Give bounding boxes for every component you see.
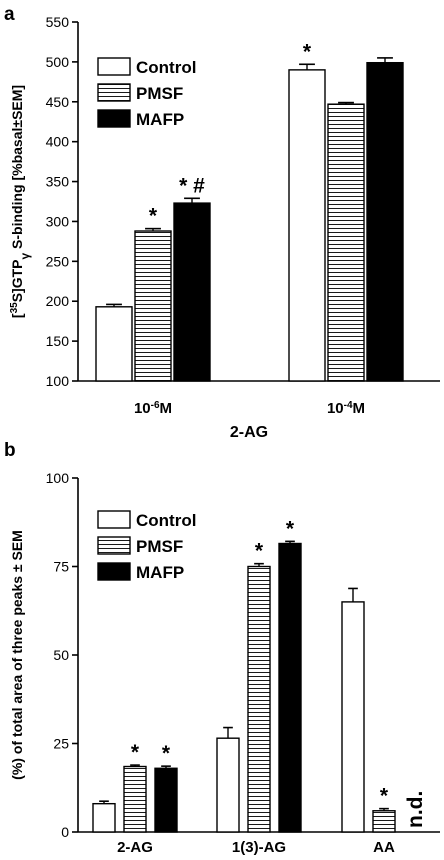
chart-panel-a: a 100 150 200 250 300 350 400 450 500 550 [35S]GTPγ… [4,4,440,441]
legend-swatch [97,83,131,102]
y-axis-label: [35S]GTPγ S-binding [%basal±SEM] [9,85,33,318]
y-tick-label: 350 [46,174,70,190]
significance-marker: * # [179,174,205,197]
legend-label: PMSF [136,84,183,103]
legend-swatch [97,562,131,581]
legend-swatch [97,109,131,128]
legend-swatch [97,510,131,529]
bar [366,61,404,382]
y-tick-label: 150 [46,333,70,349]
bar [216,737,240,833]
significance-marker: * [131,741,140,764]
chart-panel-b: b 0 25 50 75 100 (%) of total area of three pe… [4,440,440,856]
legend-swatch [97,536,131,555]
bar [372,810,396,833]
panel-letter: a [4,4,15,25]
y-tick-label: 550 [46,14,70,30]
significance-marker: * [286,517,295,540]
category-label: 1(3)-AG [232,839,286,856]
bar [278,542,302,833]
y-tick-label: 50 [53,647,69,663]
bar [95,306,133,382]
y-tick-label: 300 [46,213,70,229]
bar [92,802,116,833]
significance-marker: * [149,205,158,228]
y-tick-label: 500 [46,54,70,70]
legend-label: Control [136,511,196,530]
bar [134,230,172,382]
bar [247,565,271,833]
significance-marker: * [162,742,171,765]
x-axis-label: 2-AG [230,424,268,441]
y-tick-label: 25 [53,736,69,752]
bar [327,103,365,382]
category-label: 10-6M [134,400,172,418]
bar [341,601,365,833]
bar [123,765,147,833]
bar [154,767,178,833]
y-tick-label: 400 [46,134,70,150]
significance-marker: * [255,540,264,563]
y-tick-label: 250 [46,253,70,269]
panel-letter: b [4,440,16,461]
legend-label: Control [136,58,196,77]
not-detected-label: n.d. [404,791,427,828]
y-tick-label: 200 [46,293,70,309]
y-tick-label: 0 [61,824,69,840]
y-tick-label: 75 [53,559,69,575]
significance-marker: * [380,785,389,808]
y-tick-label: 100 [46,373,70,389]
legend-label: MAFP [136,110,184,129]
category-label: 2-AG [117,839,153,856]
category-label: AA [373,839,395,856]
legend-label: PMSF [136,537,183,556]
legend-swatch [97,57,131,76]
significance-marker: * [303,40,312,63]
legend-label: MAFP [136,563,184,582]
bar [173,202,211,382]
bar [288,69,326,382]
category-label: 10-4M [327,400,365,418]
y-tick-label: 100 [46,470,70,486]
y-tick-label: 450 [46,94,70,110]
y-axis-label: (%) of total area of three peaks ± SEM [9,530,25,780]
